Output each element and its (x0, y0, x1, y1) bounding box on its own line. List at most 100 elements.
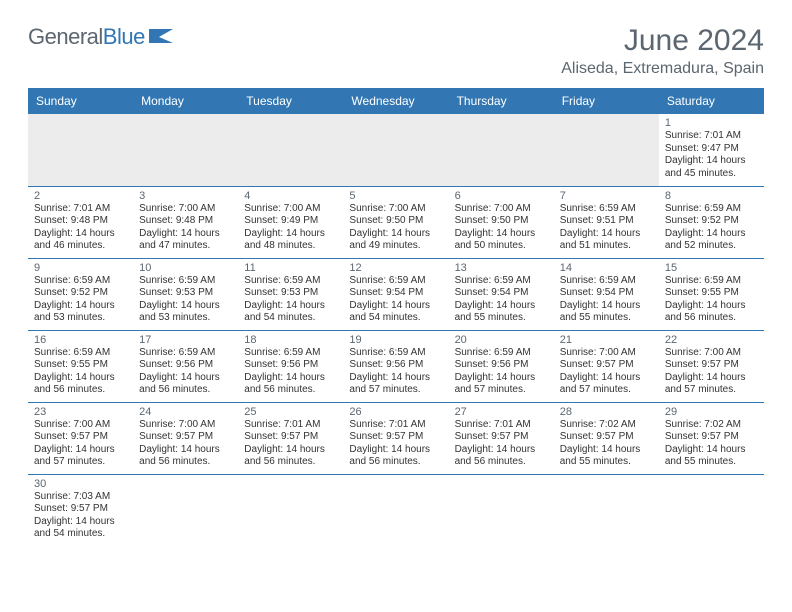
day-number: 24 (139, 406, 232, 418)
day-details: Sunrise: 7:02 AMSunset: 9:57 PMDaylight:… (560, 419, 653, 469)
day-details: Sunrise: 6:59 AMSunset: 9:54 PMDaylight:… (455, 275, 548, 325)
calendar-day: 17Sunrise: 6:59 AMSunset: 9:56 PMDayligh… (133, 330, 238, 402)
calendar-day: 10Sunrise: 6:59 AMSunset: 9:53 PMDayligh… (133, 258, 238, 330)
calendar-empty-cell (133, 114, 238, 186)
day-details: Sunrise: 6:59 AMSunset: 9:56 PMDaylight:… (349, 347, 442, 397)
day-details: Sunrise: 7:03 AMSunset: 9:57 PMDaylight:… (34, 491, 127, 541)
day-number: 19 (349, 334, 442, 346)
calendar-empty-cell (659, 474, 764, 546)
calendar-day: 27Sunrise: 7:01 AMSunset: 9:57 PMDayligh… (449, 402, 554, 474)
logo-text-a: General (28, 24, 103, 50)
calendar-day: 18Sunrise: 6:59 AMSunset: 9:56 PMDayligh… (238, 330, 343, 402)
calendar-day: 13Sunrise: 6:59 AMSunset: 9:54 PMDayligh… (449, 258, 554, 330)
calendar-empty-cell (133, 474, 238, 546)
calendar-row: 9Sunrise: 6:59 AMSunset: 9:52 PMDaylight… (28, 258, 764, 330)
weekday-header: Sunday (28, 88, 133, 114)
day-details: Sunrise: 7:00 AMSunset: 9:57 PMDaylight:… (34, 419, 127, 469)
calendar-day: 11Sunrise: 6:59 AMSunset: 9:53 PMDayligh… (238, 258, 343, 330)
header: GeneralBlue June 2024 Aliseda, Extremadu… (28, 24, 764, 78)
day-details: Sunrise: 7:00 AMSunset: 9:48 PMDaylight:… (139, 203, 232, 253)
day-number: 22 (665, 334, 758, 346)
calendar-day: 23Sunrise: 7:00 AMSunset: 9:57 PMDayligh… (28, 402, 133, 474)
day-details: Sunrise: 6:59 AMSunset: 9:54 PMDaylight:… (560, 275, 653, 325)
day-details: Sunrise: 6:59 AMSunset: 9:56 PMDaylight:… (244, 347, 337, 397)
day-number: 15 (665, 262, 758, 274)
calendar-row: 23Sunrise: 7:00 AMSunset: 9:57 PMDayligh… (28, 402, 764, 474)
calendar-day: 6Sunrise: 7:00 AMSunset: 9:50 PMDaylight… (449, 186, 554, 258)
day-number: 18 (244, 334, 337, 346)
day-number: 25 (244, 406, 337, 418)
day-number: 2 (34, 190, 127, 202)
calendar-row: 2Sunrise: 7:01 AMSunset: 9:48 PMDaylight… (28, 186, 764, 258)
day-number: 11 (244, 262, 337, 274)
location-label: Aliseda, Extremadura, Spain (561, 60, 764, 78)
day-details: Sunrise: 6:59 AMSunset: 9:52 PMDaylight:… (665, 203, 758, 253)
day-details: Sunrise: 6:59 AMSunset: 9:52 PMDaylight:… (34, 275, 127, 325)
weekday-header: Thursday (449, 88, 554, 114)
logo: GeneralBlue (28, 24, 177, 50)
day-details: Sunrise: 7:01 AMSunset: 9:57 PMDaylight:… (244, 419, 337, 469)
weekday-header: Saturday (659, 88, 764, 114)
calendar-day: 9Sunrise: 6:59 AMSunset: 9:52 PMDaylight… (28, 258, 133, 330)
page-title: June 2024 (561, 24, 764, 58)
calendar-day: 16Sunrise: 6:59 AMSunset: 9:55 PMDayligh… (28, 330, 133, 402)
day-number: 26 (349, 406, 442, 418)
day-details: Sunrise: 6:59 AMSunset: 9:51 PMDaylight:… (560, 203, 653, 253)
calendar-day: 14Sunrise: 6:59 AMSunset: 9:54 PMDayligh… (554, 258, 659, 330)
day-details: Sunrise: 7:00 AMSunset: 9:57 PMDaylight:… (560, 347, 653, 397)
day-number: 30 (34, 478, 127, 490)
day-details: Sunrise: 6:59 AMSunset: 9:55 PMDaylight:… (665, 275, 758, 325)
calendar-row: 30Sunrise: 7:03 AMSunset: 9:57 PMDayligh… (28, 474, 764, 546)
calendar-day: 3Sunrise: 7:00 AMSunset: 9:48 PMDaylight… (133, 186, 238, 258)
day-number: 23 (34, 406, 127, 418)
calendar-empty-cell (449, 114, 554, 186)
calendar-row: 1Sunrise: 7:01 AMSunset: 9:47 PMDaylight… (28, 114, 764, 186)
day-number: 28 (560, 406, 653, 418)
day-details: Sunrise: 6:59 AMSunset: 9:55 PMDaylight:… (34, 347, 127, 397)
calendar-day: 15Sunrise: 6:59 AMSunset: 9:55 PMDayligh… (659, 258, 764, 330)
day-number: 14 (560, 262, 653, 274)
calendar-body: 1Sunrise: 7:01 AMSunset: 9:47 PMDaylight… (28, 114, 764, 546)
calendar-empty-cell (343, 114, 448, 186)
calendar-empty-cell (238, 114, 343, 186)
day-details: Sunrise: 6:59 AMSunset: 9:56 PMDaylight:… (455, 347, 548, 397)
day-details: Sunrise: 7:00 AMSunset: 9:57 PMDaylight:… (665, 347, 758, 397)
day-details: Sunrise: 6:59 AMSunset: 9:54 PMDaylight:… (349, 275, 442, 325)
day-details: Sunrise: 6:59 AMSunset: 9:53 PMDaylight:… (139, 275, 232, 325)
day-number: 10 (139, 262, 232, 274)
day-details: Sunrise: 6:59 AMSunset: 9:53 PMDaylight:… (244, 275, 337, 325)
day-number: 17 (139, 334, 232, 346)
day-number: 13 (455, 262, 548, 274)
calendar-row: 16Sunrise: 6:59 AMSunset: 9:55 PMDayligh… (28, 330, 764, 402)
day-number: 27 (455, 406, 548, 418)
weekday-header-row: SundayMondayTuesdayWednesdayThursdayFrid… (28, 88, 764, 114)
day-number: 20 (455, 334, 548, 346)
day-number: 8 (665, 190, 758, 202)
calendar-empty-cell (343, 474, 448, 546)
day-details: Sunrise: 7:02 AMSunset: 9:57 PMDaylight:… (665, 419, 758, 469)
calendar-day: 21Sunrise: 7:00 AMSunset: 9:57 PMDayligh… (554, 330, 659, 402)
day-details: Sunrise: 7:00 AMSunset: 9:50 PMDaylight:… (455, 203, 548, 253)
calendar-day: 2Sunrise: 7:01 AMSunset: 9:48 PMDaylight… (28, 186, 133, 258)
calendar-day: 5Sunrise: 7:00 AMSunset: 9:50 PMDaylight… (343, 186, 448, 258)
calendar-empty-cell (554, 114, 659, 186)
calendar-day: 7Sunrise: 6:59 AMSunset: 9:51 PMDaylight… (554, 186, 659, 258)
day-number: 4 (244, 190, 337, 202)
day-number: 1 (665, 117, 758, 129)
day-details: Sunrise: 6:59 AMSunset: 9:56 PMDaylight:… (139, 347, 232, 397)
calendar-day: 24Sunrise: 7:00 AMSunset: 9:57 PMDayligh… (133, 402, 238, 474)
day-number: 7 (560, 190, 653, 202)
calendar-day: 20Sunrise: 6:59 AMSunset: 9:56 PMDayligh… (449, 330, 554, 402)
day-number: 12 (349, 262, 442, 274)
day-details: Sunrise: 7:00 AMSunset: 9:50 PMDaylight:… (349, 203, 442, 253)
calendar-empty-cell (28, 114, 133, 186)
logo-text-b: Blue (103, 24, 145, 50)
title-block: June 2024 Aliseda, Extremadura, Spain (561, 24, 764, 78)
calendar-day: 22Sunrise: 7:00 AMSunset: 9:57 PMDayligh… (659, 330, 764, 402)
weekday-header: Wednesday (343, 88, 448, 114)
day-details: Sunrise: 7:00 AMSunset: 9:49 PMDaylight:… (244, 203, 337, 253)
calendar-day: 30Sunrise: 7:03 AMSunset: 9:57 PMDayligh… (28, 474, 133, 546)
calendar-day: 28Sunrise: 7:02 AMSunset: 9:57 PMDayligh… (554, 402, 659, 474)
day-details: Sunrise: 7:01 AMSunset: 9:47 PMDaylight:… (665, 130, 758, 180)
day-number: 6 (455, 190, 548, 202)
